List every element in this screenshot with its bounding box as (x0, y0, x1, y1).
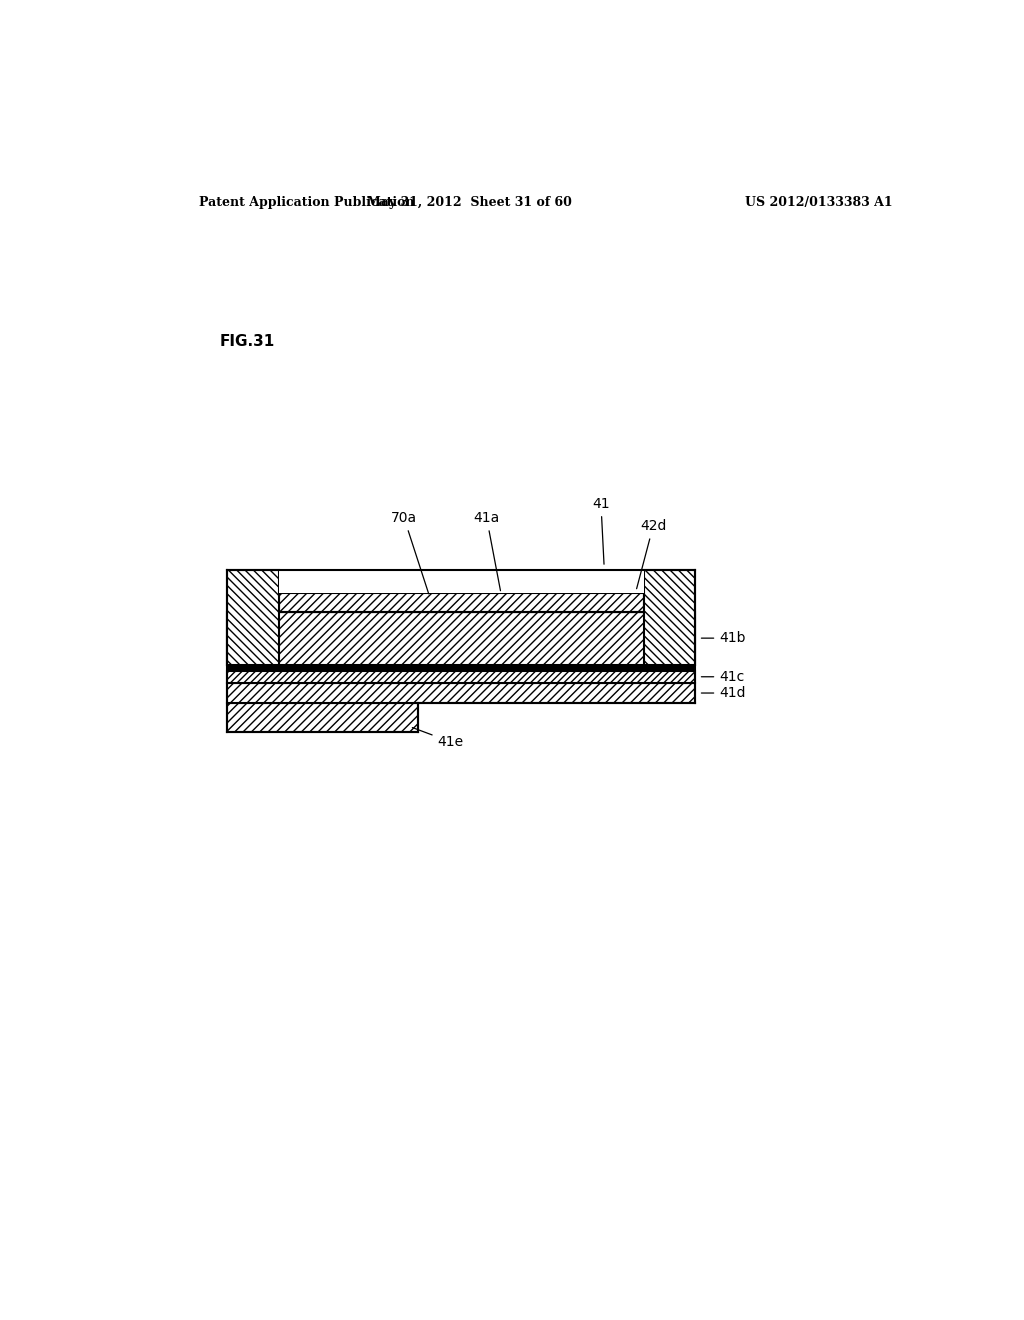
Bar (227, 704, 418, 731)
Text: 41c: 41c (701, 669, 744, 684)
Text: 41b: 41b (701, 631, 745, 645)
Bar (227, 682, 695, 704)
Text: 42d: 42d (637, 520, 667, 589)
Text: 41: 41 (592, 498, 610, 564)
Bar (227, 664, 695, 671)
Bar (227, 611, 695, 664)
Bar (279, 594, 644, 611)
Text: FIG.31: FIG.31 (219, 334, 274, 348)
Text: 70a: 70a (391, 511, 429, 594)
Bar (279, 570, 644, 594)
Text: US 2012/0133383 A1: US 2012/0133383 A1 (744, 195, 892, 209)
Bar (227, 570, 279, 664)
Text: May 31, 2012  Sheet 31 of 60: May 31, 2012 Sheet 31 of 60 (367, 195, 571, 209)
Text: 41d: 41d (701, 686, 745, 700)
Text: 41e: 41e (413, 727, 464, 748)
Bar (227, 671, 695, 682)
Bar (644, 570, 695, 664)
Text: 41a: 41a (473, 511, 501, 590)
Text: Patent Application Publication: Patent Application Publication (200, 195, 415, 209)
